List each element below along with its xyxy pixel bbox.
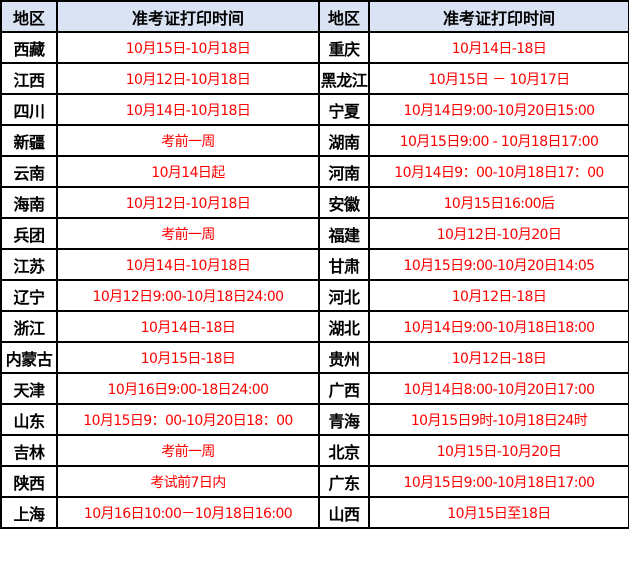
- table-row: 海南 10月12日-10月18日 安徽 10月15日16:00后: [0, 186, 629, 219]
- print-time-cell: 10月16日9:00-18日24:00: [56, 372, 320, 405]
- region-cell: 西藏: [0, 31, 58, 64]
- print-time-cell: 10月14日-10月18日: [56, 248, 320, 281]
- table-row: 云南 10月14日起 河南 10月14日9：00-10月18日17：00: [0, 155, 629, 188]
- table-row: 新疆 考前一周 湖南 10月15日9:00 - 10月18日17:00: [0, 124, 629, 157]
- region-cell: 青海: [318, 403, 370, 436]
- print-time-cell: 10月12日-18日: [368, 279, 629, 312]
- header-time: 准考证打印时间: [56, 0, 320, 33]
- table-row: 西藏 10月15日-10月18日 重庆 10月14日-18日: [0, 31, 629, 64]
- region-cell: 天津: [0, 372, 58, 405]
- region-cell: 江西: [0, 62, 58, 95]
- print-time-cell: 10月14日-18日: [368, 31, 629, 64]
- region-cell: 贵州: [318, 341, 370, 374]
- print-time-cell: 10月15日-10月20日: [368, 434, 629, 467]
- print-time-cell: 10月15日16:00后: [368, 186, 629, 219]
- table-row: 江西 10月12日-10月18日 黑龙江 10月15日 － 10月17日: [0, 62, 629, 95]
- print-time-cell: 10月15日-10月18日: [56, 31, 320, 64]
- region-cell: 上海: [0, 496, 58, 529]
- region-cell: 湖南: [318, 124, 370, 157]
- print-time-cell: 考前一周: [56, 434, 320, 467]
- region-cell: 北京: [318, 434, 370, 467]
- print-time-cell: 10月14日9:00-10月18日18:00: [368, 310, 629, 343]
- table-row: 陕西 考试前7日内 广东 10月15日9:00-10月18日17:00: [0, 465, 629, 498]
- region-cell: 安徽: [318, 186, 370, 219]
- table-row: 天津 10月16日9:00-18日24:00 广西 10月14日8:00-10月20日…: [0, 372, 629, 405]
- table-row: 辽宁 10月12日9:00-10月18日24:00 河北 10月12日-18日: [0, 279, 629, 312]
- region-cell: 广东: [318, 465, 370, 498]
- print-time-cell: 10月15日9:00-10月18日17:00: [368, 465, 629, 498]
- print-time-cell: 10月15日 － 10月17日: [368, 62, 629, 95]
- region-cell: 福建: [318, 217, 370, 250]
- print-time-cell: 10月15日9:00 - 10月18日17:00: [368, 124, 629, 157]
- header-time: 准考证打印时间: [368, 0, 629, 33]
- print-time-cell: 10月14日起: [56, 155, 320, 188]
- region-cell: 河南: [318, 155, 370, 188]
- print-time-cell: 考前一周: [56, 217, 320, 250]
- print-time-cell: 10月12日-10月20日: [368, 217, 629, 250]
- print-time-cell: 10月14日9:00-10月20日15:00: [368, 93, 629, 126]
- region-cell: 广西: [318, 372, 370, 405]
- print-time-cell: 10月14日9：00-10月18日17：00: [368, 155, 629, 188]
- table-row: 上海 10月16日10:00－10月18日16:00 山西 10月15日至18日: [0, 496, 629, 529]
- region-cell: 重庆: [318, 31, 370, 64]
- region-cell: 甘肃: [318, 248, 370, 281]
- region-cell: 河北: [318, 279, 370, 312]
- print-time-cell: 10月12日-10月18日: [56, 62, 320, 95]
- table-row: 浙江 10月14日-18日 湖北 10月14日9:00-10月18日18:00: [0, 310, 629, 343]
- region-cell: 海南: [0, 186, 58, 219]
- region-cell: 吉林: [0, 434, 58, 467]
- header-region: 地区: [318, 0, 370, 33]
- region-cell: 四川: [0, 93, 58, 126]
- region-cell: 新疆: [0, 124, 58, 157]
- region-cell: 辽宁: [0, 279, 58, 312]
- admission-ticket-print-schedule-table: 地区 准考证打印时间 地区 准考证打印时间 西藏 10月15日-10月18日 重庆 1…: [0, 0, 629, 529]
- print-time-cell: 10月12日-18日: [368, 341, 629, 374]
- region-cell: 内蒙古: [0, 341, 58, 374]
- print-time-cell: 10月15日-18日: [56, 341, 320, 374]
- region-cell: 云南: [0, 155, 58, 188]
- print-time-cell: 10月14日-10月18日: [56, 93, 320, 126]
- print-time-cell: 考前一周: [56, 124, 320, 157]
- print-time-cell: 10月14日8:00-10月20日17:00: [368, 372, 629, 405]
- region-cell: 宁夏: [318, 93, 370, 126]
- print-time-cell: 10月15日9:00-10月20日14:05: [368, 248, 629, 281]
- table-row: 山东 10月15日9：00-10月20日18：00 青海 10月15日9时-10月18…: [0, 403, 629, 436]
- region-cell: 山东: [0, 403, 58, 436]
- print-time-cell: 10月15日至18日: [368, 496, 629, 529]
- region-cell: 浙江: [0, 310, 58, 343]
- region-cell: 江苏: [0, 248, 58, 281]
- print-time-cell: 10月14日-18日: [56, 310, 320, 343]
- table-row: 吉林 考前一周 北京 10月15日-10月20日: [0, 434, 629, 467]
- region-cell: 湖北: [318, 310, 370, 343]
- region-cell: 兵团: [0, 217, 58, 250]
- print-time-cell: 10月15日9时-10月18日24时: [368, 403, 629, 436]
- table-row: 兵团 考前一周 福建 10月12日-10月20日: [0, 217, 629, 250]
- table-row: 江苏 10月14日-10月18日 甘肃 10月15日9:00-10月20日14:05: [0, 248, 629, 281]
- table-row: 内蒙古 10月15日-18日 贵州 10月12日-18日: [0, 341, 629, 374]
- table-row: 四川 10月14日-10月18日 宁夏 10月14日9:00-10月20日15:00: [0, 93, 629, 126]
- region-cell: 黑龙江: [318, 62, 370, 95]
- print-time-cell: 10月12日9:00-10月18日24:00: [56, 279, 320, 312]
- print-time-cell: 10月15日9：00-10月20日18：00: [56, 403, 320, 436]
- region-cell: 山西: [318, 496, 370, 529]
- print-time-cell: 10月12日-10月18日: [56, 186, 320, 219]
- print-time-cell: 10月16日10:00－10月18日16:00: [56, 496, 320, 529]
- header-row: 地区 准考证打印时间 地区 准考证打印时间: [0, 0, 629, 33]
- header-region: 地区: [0, 0, 58, 33]
- print-time-cell: 考试前7日内: [56, 465, 320, 498]
- region-cell: 陕西: [0, 465, 58, 498]
